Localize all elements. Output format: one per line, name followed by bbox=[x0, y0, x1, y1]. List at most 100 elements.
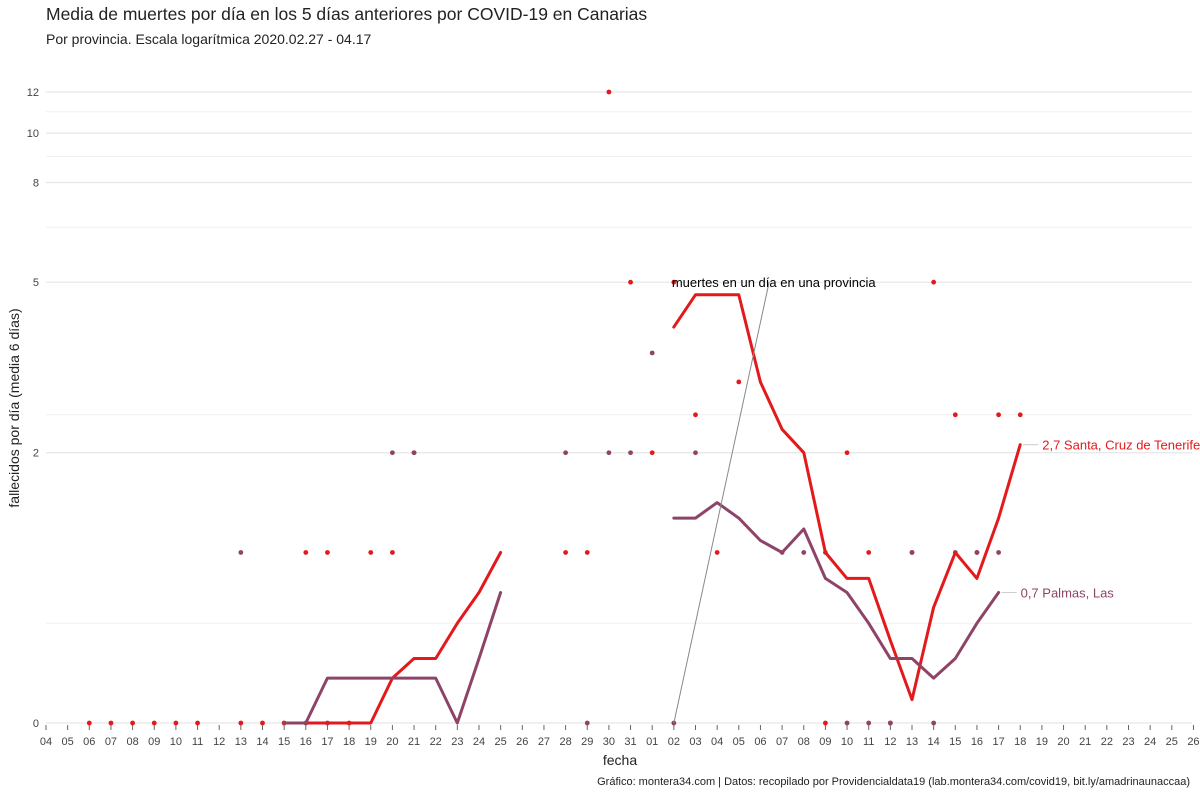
y-tick-label: 0 bbox=[33, 718, 39, 730]
x-tick-label: 25 bbox=[1166, 736, 1178, 748]
x-tick-label: 21 bbox=[408, 736, 420, 748]
x-tick-label: 29 bbox=[581, 736, 593, 748]
x-tick-label: 13 bbox=[235, 736, 247, 748]
data-point bbox=[996, 412, 1001, 418]
x-tick-label: 16 bbox=[971, 736, 983, 748]
x-tick-label: 06 bbox=[83, 736, 95, 748]
x-tick-label: 25 bbox=[495, 736, 507, 748]
chart-caption: Gráfico: montera34.com | Datos: recopila… bbox=[597, 776, 1190, 788]
data-point bbox=[887, 720, 893, 726]
x-tick-label: 26 bbox=[1187, 736, 1199, 748]
x-tick-label: 08 bbox=[798, 736, 810, 748]
x-tick-label: 11 bbox=[863, 736, 874, 748]
data-point bbox=[844, 450, 850, 456]
x-tick-label: 06 bbox=[754, 736, 766, 748]
x-tick-label: 19 bbox=[365, 736, 377, 748]
x-tick-label: 13 bbox=[906, 736, 918, 748]
x-tick-label: 04 bbox=[40, 736, 52, 748]
data-point bbox=[931, 279, 937, 285]
data-point bbox=[931, 720, 937, 726]
data-point bbox=[390, 450, 395, 456]
x-tick-label: 22 bbox=[1101, 736, 1113, 748]
data-point bbox=[151, 720, 157, 726]
x-tick-label: 19 bbox=[1036, 736, 1048, 748]
data-point bbox=[649, 450, 655, 456]
x-tick-label: 20 bbox=[386, 736, 398, 748]
x-tick-label: 27 bbox=[538, 736, 550, 748]
annotation-layer: muertes en un día en una provincia bbox=[672, 275, 877, 724]
data-point bbox=[390, 550, 395, 555]
data-point bbox=[584, 550, 590, 555]
series-line bbox=[672, 501, 1001, 680]
data-point bbox=[909, 550, 915, 555]
x-tick-label: 23 bbox=[451, 736, 463, 748]
data-point bbox=[649, 350, 655, 356]
series-layer: 2,7 Santa, Cruz de Tenerife 0,7 Palmas, L… bbox=[86, 89, 1200, 726]
x-tick-label: 04 bbox=[711, 736, 723, 748]
x-tick-label: 18 bbox=[1014, 736, 1026, 748]
x-tick-label: 18 bbox=[343, 736, 355, 748]
data-point bbox=[260, 720, 265, 726]
x-tick-label: 28 bbox=[559, 736, 571, 748]
y-tick-label: 2 bbox=[33, 448, 39, 460]
x-tick-label: 23 bbox=[1122, 736, 1134, 748]
data-point bbox=[86, 720, 92, 726]
data-point bbox=[844, 720, 850, 726]
x-tick-label: 24 bbox=[473, 736, 485, 748]
data-point bbox=[108, 720, 114, 726]
data-point bbox=[606, 89, 612, 95]
series-end-label: 2,7 Santa, Cruz de Tenerife bbox=[1042, 438, 1200, 453]
data-point bbox=[866, 550, 872, 555]
data-point bbox=[866, 720, 872, 726]
data-point bbox=[606, 450, 612, 456]
x-tick-label: 10 bbox=[841, 736, 853, 748]
y-tick-label: 5 bbox=[33, 277, 39, 289]
data-point bbox=[823, 720, 828, 726]
data-point bbox=[563, 550, 568, 555]
data-point bbox=[368, 550, 374, 555]
x-tick-label: 12 bbox=[884, 736, 896, 748]
x-tick-label: 24 bbox=[1144, 736, 1156, 748]
data-point bbox=[303, 550, 309, 555]
x-tick-label: 03 bbox=[689, 736, 701, 748]
data-point bbox=[325, 550, 330, 555]
x-tick-label: 15 bbox=[949, 736, 961, 748]
data-point bbox=[671, 279, 677, 285]
x-tick-label: 09 bbox=[819, 736, 831, 748]
data-point bbox=[693, 450, 698, 456]
data-point bbox=[693, 412, 698, 418]
data-point bbox=[411, 450, 417, 456]
x-tick-label: 07 bbox=[776, 736, 788, 748]
annotation-label: muertes en un día en una provincia bbox=[672, 275, 877, 290]
x-tick-label: 26 bbox=[516, 736, 528, 748]
data-point bbox=[238, 720, 244, 726]
y-tick-label: 10 bbox=[27, 128, 39, 140]
data-point bbox=[195, 720, 200, 726]
x-axis-ticks: 04 05 06 07 08 09 10 11 12 13 14 15 16 17 18 19 20 21 22 23… bbox=[40, 725, 1200, 748]
x-tick-label: 14 bbox=[928, 736, 940, 748]
data-point bbox=[736, 379, 742, 385]
x-tick-label: 31 bbox=[624, 736, 636, 748]
annotation-leader-line bbox=[673, 282, 770, 724]
chart-subtitle: Por provincia. Escala logarítmica 2020.0… bbox=[46, 31, 372, 47]
data-point bbox=[974, 550, 980, 555]
x-tick-label: 08 bbox=[126, 736, 138, 748]
x-tick-label: 07 bbox=[105, 736, 117, 748]
gridlines bbox=[46, 91, 1192, 724]
x-tick-label: 20 bbox=[1057, 736, 1069, 748]
x-tick-label: 17 bbox=[321, 736, 333, 748]
x-tick-label: 09 bbox=[148, 736, 160, 748]
data-point bbox=[996, 550, 1001, 555]
x-tick-label: 05 bbox=[733, 736, 745, 748]
x-tick-label: 22 bbox=[430, 736, 442, 748]
x-tick-label: 16 bbox=[300, 736, 312, 748]
data-point bbox=[238, 550, 244, 555]
x-tick-label: 21 bbox=[1079, 736, 1091, 748]
x-tick-label: 17 bbox=[992, 736, 1004, 748]
data-point bbox=[584, 720, 590, 726]
x-tick-label: 05 bbox=[62, 736, 74, 748]
chart-title: Media de muertes por día en los 5 días a… bbox=[46, 4, 648, 24]
x-tick-label: 30 bbox=[603, 736, 615, 748]
y-axis-ticks: 0 2 5 8 10 12 bbox=[27, 87, 39, 730]
